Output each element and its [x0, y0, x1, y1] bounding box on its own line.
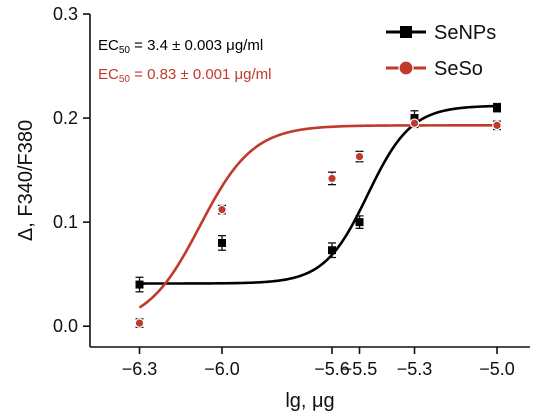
seso-data-point [354, 151, 365, 162]
ec50-prefix: EC [98, 37, 119, 54]
fit-curves-layer [138, 104, 498, 309]
senps-legend-label: SeNPs [434, 22, 496, 44]
ec50-value: = 0.83 ± 0.001 μg/ml [130, 66, 272, 83]
senps-fit-curve [139, 104, 498, 285]
x-tick-label: −5.3 [397, 359, 433, 379]
senps-legend-marker [400, 26, 412, 38]
y-axis-title: Δ, F340/F380 [15, 120, 37, 241]
x-tick-label: −5.5 [342, 359, 378, 379]
labels-layer: 0.0 0.1 0.2 0.3 −6.3 −6.0 −5.6−5.5 −5.3 −5.0 lg, … [15, 4, 515, 412]
senps-data-point [410, 114, 419, 123]
seso-data-point [217, 204, 227, 215]
senps-data-point [218, 238, 226, 247]
seso-data-point [409, 118, 420, 129]
seso-data-point [327, 173, 337, 184]
senps-ec50-annotation: EC50 = 3.4 ± 0.003 μg/ml [98, 37, 263, 56]
ec50-value: = 3.4 ± 0.003 μg/ml [130, 37, 263, 54]
data-points-layer [134, 102, 502, 328]
seso-data-point [134, 318, 145, 328]
x-tick-label: −6.3 [122, 359, 158, 379]
ec50-prefix: EC [98, 66, 119, 83]
seso-legend-marker [398, 60, 414, 76]
x-axis-title: lg, μg [285, 390, 334, 412]
senps-data-point [328, 246, 336, 255]
axes-layer [83, 13, 530, 354]
senps-data-point [135, 280, 144, 289]
y-tick-label: 0.3 [53, 4, 78, 24]
y-tick-label: 0.1 [53, 212, 78, 232]
seso-fit-curve [138, 124, 497, 309]
seso-data-point [492, 120, 502, 131]
x-tick-label: −6.0 [204, 359, 240, 379]
senps-data-point [355, 218, 364, 227]
seso-ec50-annotation: EC50 = 0.83 ± 0.001 μg/ml [98, 66, 272, 85]
senps-data-point [493, 103, 501, 112]
ec50-subscript: 50 [119, 74, 131, 85]
seso-legend-label: SeSo [434, 58, 483, 80]
ec50-subscript: 50 [119, 45, 131, 56]
y-tick-label: 0.0 [53, 316, 78, 336]
x-tick-label: −5.0 [479, 359, 515, 379]
x-tick-label: −5.6 [314, 359, 350, 379]
y-tick-label: 0.2 [53, 108, 78, 128]
